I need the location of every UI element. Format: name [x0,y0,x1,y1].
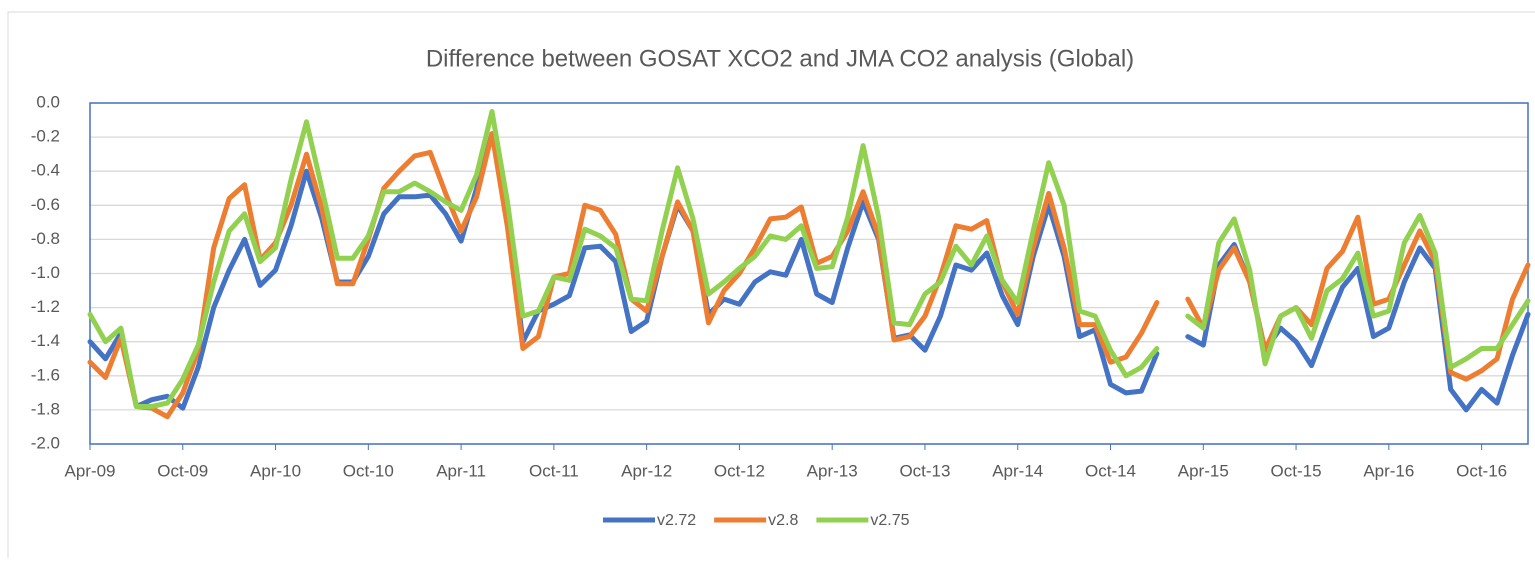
x-tick-label: Oct-14 [1085,461,1136,480]
y-tick-label: -1.0 [31,263,60,282]
chart-title: Difference between GOSAT XCO2 and JMA CO… [426,45,1134,72]
x-tick-label: Apr-09 [64,461,115,480]
plot-border [89,102,1529,445]
y-tick-label: -1.2 [31,297,60,316]
y-tick-label: -1.8 [31,399,60,418]
chart-frame [7,11,1535,563]
y-tick-label: -0.4 [31,161,60,180]
x-tick-label: Apr-16 [1363,461,1414,480]
series-line [87,109,1531,409]
y-tick-label: -0.6 [31,195,60,214]
x-tick-label: Oct-16 [1456,461,1507,480]
x-tick-label: Apr-14 [992,461,1043,480]
x-tick-label: Oct-12 [714,461,765,480]
x-tick-label: Oct-13 [899,461,950,480]
y-tick-label: -0.8 [31,229,60,248]
x-tick-label: Oct-10 [343,461,394,480]
legend-label: v2.72 [657,512,696,529]
x-tick-label: Apr-13 [807,461,858,480]
x-tick-label: Oct-09 [157,461,208,480]
x-tick-label: Oct-11 [529,461,579,480]
y-tick-label: -1.6 [31,365,60,384]
y-tick-label: -0.2 [31,127,60,146]
x-tick-label: Oct-15 [1271,461,1322,480]
x-tick-label: Apr-15 [1178,461,1229,480]
x-tick-label: Apr-11 [436,461,486,480]
y-tick-label: -1.4 [31,331,60,350]
y-tick-label: -2.0 [31,433,60,452]
y-tick-label: 0.0 [36,92,60,111]
legend-label: v2.8 [768,512,798,529]
legend-label: v2.75 [870,512,909,529]
x-tick-label: Apr-12 [621,461,672,480]
x-tick-label: Apr-10 [250,461,301,480]
